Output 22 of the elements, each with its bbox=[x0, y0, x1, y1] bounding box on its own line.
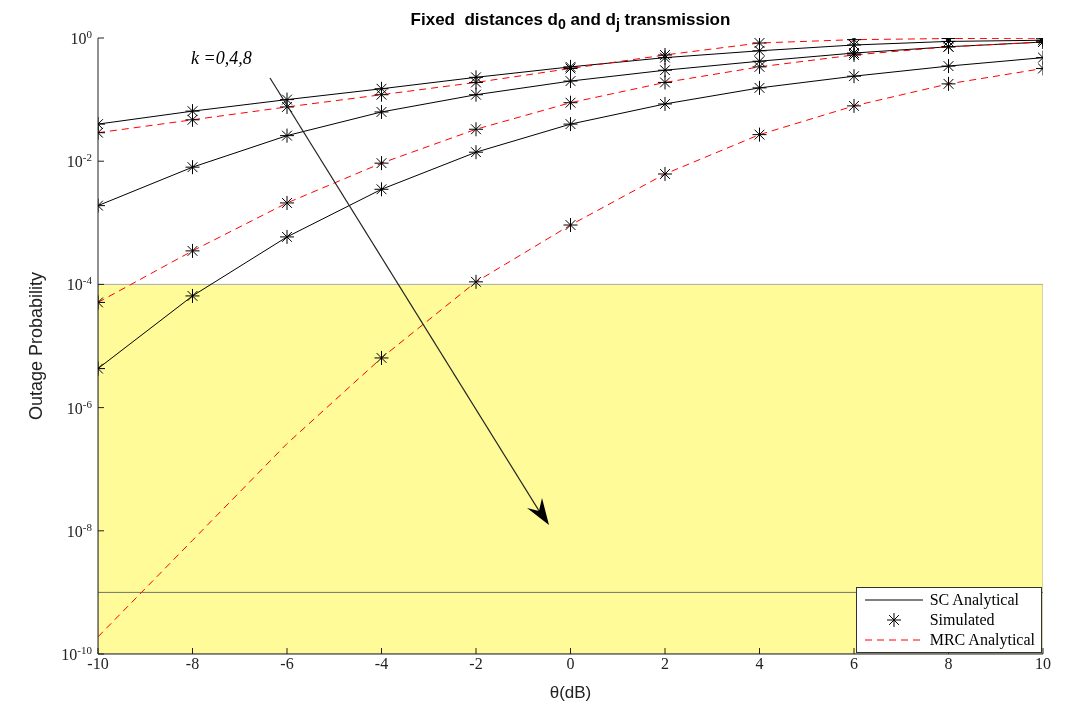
legend-label: Simulated bbox=[929, 610, 995, 630]
x-tick-label: -8 bbox=[185, 655, 200, 673]
chart-title: Fixed distances d$_{0}$ and d$_{j}$ transmission bbox=[409, 10, 732, 33]
y-tick-label: 10$^{-8}$ bbox=[66, 520, 93, 540]
x-tick-label: -2 bbox=[469, 655, 483, 673]
y-tick-label: 10$^{-4}$ bbox=[66, 274, 93, 294]
x-tick-label: -6 bbox=[280, 655, 294, 673]
annotation: k =0,4,8 bbox=[191, 48, 252, 69]
y-tick-label: 10$^{-6}$ bbox=[66, 397, 93, 417]
x-axis-title: θ(dB) bbox=[549, 683, 592, 703]
y-tick-label: 10$^{-2}$ bbox=[66, 151, 92, 171]
x-tick-label: 8 bbox=[944, 655, 953, 673]
x-tick-label: 4 bbox=[755, 655, 764, 673]
x-tick-label: 0 bbox=[566, 655, 575, 673]
x-tick-label: -4 bbox=[374, 655, 389, 673]
legend-label: MRC Analytical bbox=[929, 630, 1035, 650]
y-tick-label: 10$^{0}$ bbox=[70, 28, 93, 47]
y-axis-title: Outage Probability bbox=[26, 271, 47, 421]
x-tick-label: 10 bbox=[1035, 655, 1051, 673]
legend-label: SC Analytical bbox=[929, 590, 1019, 610]
x-tick-label: 2 bbox=[661, 655, 669, 673]
x-tick-label: 6 bbox=[850, 655, 858, 673]
